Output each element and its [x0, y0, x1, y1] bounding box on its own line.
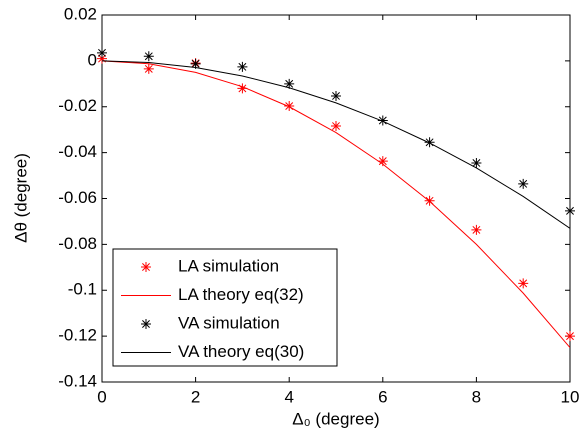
- marker: [284, 78, 295, 89]
- x-axis-label: Δ₀ (degree): [292, 409, 379, 428]
- legend-label: LA simulation: [178, 256, 279, 275]
- y-tick-label: -0.12: [58, 326, 97, 345]
- legend-box: [112, 248, 338, 367]
- x-tick-label: 8: [472, 387, 481, 406]
- y-tick-label: -0.08: [58, 234, 97, 253]
- marker: [284, 101, 295, 112]
- marker: [97, 47, 107, 58]
- marker: [518, 278, 529, 289]
- marker: [565, 205, 575, 216]
- series-line: [102, 60, 570, 348]
- x-tick-label: 6: [378, 387, 387, 406]
- marker: [471, 224, 482, 235]
- legend-label: VA theory eq(30): [178, 342, 304, 361]
- marker: [377, 115, 388, 126]
- x-tick-label: 4: [284, 387, 293, 406]
- x-tick-label: 10: [561, 387, 580, 406]
- marker: [518, 178, 529, 189]
- legend-marker: [141, 262, 151, 272]
- legend-label: LA theory eq(32): [178, 285, 304, 304]
- marker: [190, 58, 201, 69]
- y-axis-label: Δθ (degree): [11, 153, 30, 243]
- legend-label: VA simulation: [178, 313, 280, 332]
- marker: [331, 90, 341, 101]
- marker: [97, 53, 107, 64]
- y-tick-label: -0.1: [68, 280, 97, 299]
- y-tick-label: -0.06: [58, 188, 97, 207]
- marker: [237, 83, 248, 94]
- marker: [143, 63, 154, 74]
- marker: [143, 51, 154, 62]
- y-tick-label: -0.04: [58, 142, 97, 161]
- x-tick-label: 0: [97, 387, 106, 406]
- marker: [377, 156, 388, 167]
- series-line: [102, 60, 570, 229]
- y-tick-label: 0.02: [64, 4, 97, 23]
- legend-marker: [141, 319, 151, 329]
- y-tick-label: -0.14: [58, 371, 97, 390]
- marker: [471, 157, 482, 168]
- y-tick-label: 0: [88, 50, 97, 69]
- marker: [565, 331, 575, 342]
- x-tick-label: 2: [191, 387, 200, 406]
- marker: [237, 61, 248, 72]
- marker: [331, 121, 341, 132]
- marker: [424, 137, 435, 148]
- y-tick-label: -0.02: [58, 96, 97, 115]
